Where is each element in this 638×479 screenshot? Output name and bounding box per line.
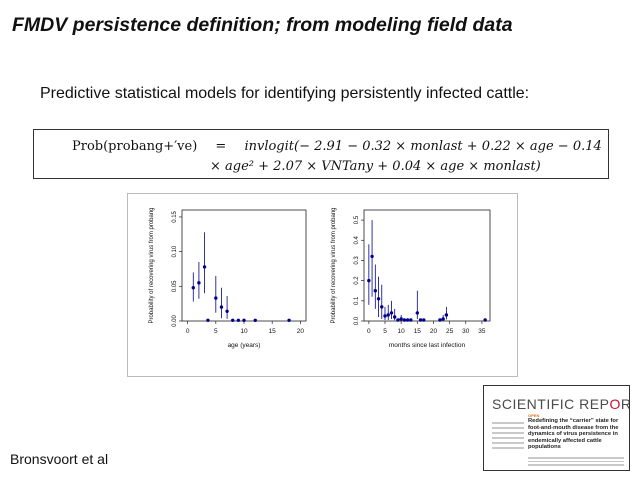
data-point: [396, 318, 400, 322]
article-title: Redefining the “carrier” state for foot-…: [528, 418, 619, 451]
data-point: [287, 318, 291, 323]
data-point: [219, 305, 224, 309]
x-tick-label: 5: [214, 328, 218, 335]
data-point: [202, 265, 207, 269]
x-tick-label: 0: [367, 328, 371, 335]
data-point: [418, 318, 423, 322]
data-point: [483, 318, 487, 322]
journal-name-o: O: [609, 396, 621, 412]
author-info-lines: [492, 422, 524, 452]
formula-box: Prob(probang+′ve) = invlogit(− 2.91 − 0.…: [33, 129, 609, 179]
data-point: [253, 318, 257, 323]
x-tick-label: 30: [462, 328, 470, 335]
data-point: [405, 318, 410, 322]
x-tick-label: 15: [414, 328, 422, 335]
formula-line-1: Prob(probang+′ve) = invlogit(− 2.91 − 0.…: [72, 139, 602, 154]
formula-function: invlogit: [244, 139, 295, 154]
x-axis-label: age (years): [228, 342, 261, 349]
x-tick-label: 35: [478, 328, 486, 335]
y-tick-label: 0.3: [354, 256, 360, 265]
data-point: [402, 318, 407, 322]
data-point: [370, 254, 374, 259]
y-axis-label: Probability of recovering virus from pro…: [149, 207, 155, 323]
journal-name-part-2: RTS: [621, 396, 629, 412]
data-point: [415, 311, 420, 315]
x-tick-label: 0: [186, 328, 190, 335]
data-point: [242, 318, 246, 323]
y-axis-label: Probability of recovering virus from pro…: [331, 207, 337, 323]
formula-terms-1: (− 2.91 − 0.32 × monlast + 0.22 × age − …: [294, 139, 602, 154]
data-point: [386, 313, 390, 317]
data-point: [444, 313, 449, 317]
chart-1: 0 5 10 15 20 0.00 0.05 0.10 0.15 age (years) Proba…: [149, 207, 307, 349]
x-tick-label: 10: [240, 328, 248, 335]
data-point: [399, 317, 403, 321]
x-tick-label: 25: [446, 328, 454, 335]
journal-thumbnail: SCIENTIFIC REPORTS OPEN Redefining the “…: [483, 385, 630, 471]
y-tick-label: 0.00: [172, 315, 178, 327]
data-point: [236, 318, 241, 323]
y-tick-label: 0.5: [354, 215, 360, 224]
y-tick-label: 0.1: [354, 296, 360, 305]
data-point: [367, 278, 371, 283]
open-access-tag: OPEN: [528, 413, 540, 418]
data-point: [191, 286, 195, 290]
data-point: [389, 311, 394, 315]
y-tick-label: 0.05: [172, 280, 178, 292]
x-tick-label: 20: [297, 328, 305, 335]
y-tick-label: 0.2: [354, 276, 360, 285]
formula-equals: =: [215, 139, 227, 154]
formula-line-2: × age² + 2.07 × VNTany + 0.04 × age × mo…: [210, 159, 541, 174]
x-tick-label: 10: [398, 328, 406, 335]
data-point: [380, 305, 384, 309]
y-tick-label: 0.15: [172, 210, 178, 222]
data-point: [376, 297, 381, 301]
x-tick-label: 20: [430, 328, 438, 335]
data-point: [422, 318, 426, 322]
bullet-text: Predictive statistical models for identi…: [40, 85, 530, 102]
data-point: [409, 318, 413, 322]
data-point: [231, 318, 235, 323]
abstract-lines: [528, 457, 624, 468]
x-axis-label: months since last infection: [389, 342, 466, 349]
journal-name: SCIENTIFIC REPORTS: [492, 396, 629, 412]
x-tick-label: 15: [269, 328, 277, 335]
chart-2: 0 5 10 15 20 25 30 35 0.0 0.1 0.2 0.3 0.4 0.5 months s…: [331, 207, 491, 349]
y-tick-label: 0.0: [354, 316, 360, 325]
data-point: [206, 318, 210, 323]
data-point: [373, 289, 378, 293]
chart-panel: 0 5 10 15 20 0.00 0.05 0.10 0.15 age (years) Proba…: [127, 193, 518, 377]
journal-name-part-1: SCIENTIFIC REP: [492, 396, 610, 412]
plot-frame: [181, 209, 307, 322]
data-point: [214, 296, 218, 300]
formula-lhs: Prob(probang+′ve): [72, 139, 198, 154]
y-tick-label: 0.4: [354, 235, 360, 244]
footer-citation: Bronsvoort et al: [10, 451, 109, 467]
data-point: [438, 318, 442, 322]
data-point: [441, 317, 445, 321]
plot-frame: [363, 209, 491, 322]
data-point: [383, 314, 387, 318]
x-tick-label: 5: [383, 328, 387, 335]
data-point: [197, 281, 201, 285]
formula-terms-2: × age² + 2.07 × VNTany + 0.04 × age × mo…: [210, 159, 541, 174]
slide-title: FMDV persistence definition; from modeli…: [12, 14, 513, 36]
data-point: [392, 315, 397, 319]
y-tick-label: 0.10: [172, 245, 178, 257]
data-point: [225, 309, 229, 313]
